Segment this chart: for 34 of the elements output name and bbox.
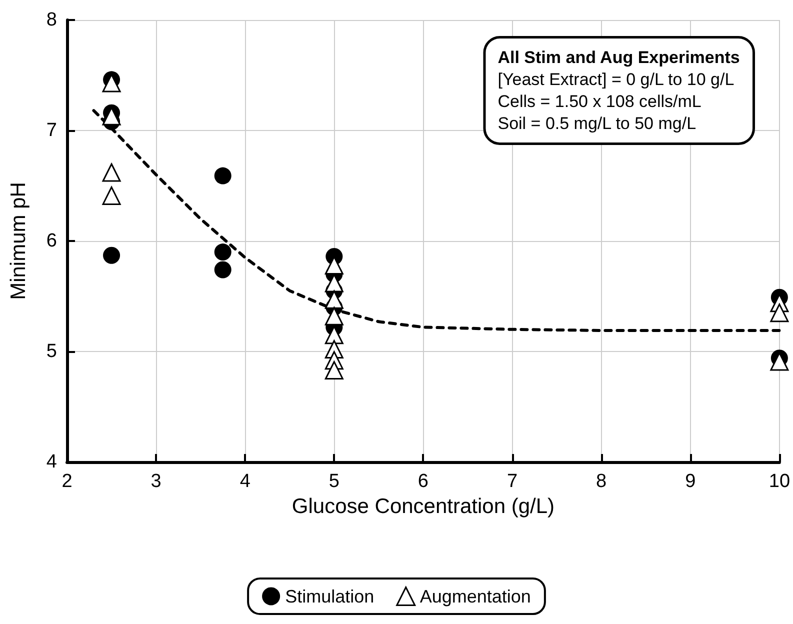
legend-label: Stimulation [285,586,374,606]
annotation: Soil = 0.5 mg/L to 50 mg/L [498,114,696,133]
y-tick-label: 5 [46,341,57,362]
point [324,274,344,292]
x-tick-label: 6 [418,471,429,492]
annotation: All Stim and Aug Experiments [498,48,740,67]
y-axis-title: Minimum pH [7,182,30,300]
point [214,261,232,278]
y-tick-label: 4 [46,452,58,472]
x-tick-label: 8 [596,471,607,492]
y-tick-label: 7 [46,120,57,141]
x-axis-title: Glucose Concentration (g/L) [292,494,555,518]
point [324,306,344,326]
point [214,244,232,261]
x-tick-label: 7 [506,471,518,492]
x-tick-label: 9 [685,471,696,492]
x-tick-label: 4 [240,471,251,492]
x-tick-label: 10 [768,471,790,492]
point [324,361,344,380]
x-tick-label: 5 [328,471,340,492]
x-tick-label: 2 [62,471,72,492]
x-tick-label: 3 [150,471,162,492]
legend-label: Augmentation [420,586,531,606]
y-tick-label: 8 [46,10,57,30]
annotation: [Yeast Extract] = 0 g/L to 10 g/L [498,70,734,89]
y-tick-label: 6 [46,230,57,252]
annotation: Cells = 1.50 x 108 cells/mL [498,92,702,111]
point [102,163,121,182]
point [214,167,232,184]
line-series [92,109,781,332]
point [770,304,789,322]
point [102,186,121,205]
point [324,290,344,309]
point [103,246,120,264]
